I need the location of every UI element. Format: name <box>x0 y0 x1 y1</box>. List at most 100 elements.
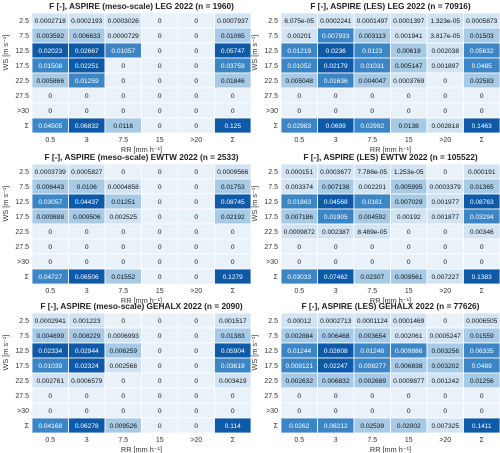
cell-value-label: 0 <box>158 18 162 25</box>
cell-value-label: 0.0138 <box>399 123 420 130</box>
heatmap-panel: F [-], ASPIRE (meso-scale) EWTW 2022 (n … <box>1 152 252 305</box>
cell-value-label: 0.007227 <box>431 274 459 281</box>
cell-value-label: 0.0003769 <box>393 78 425 85</box>
panel-title: F [-], ASPIRE (LES) LEG 2022 (n = 70916) <box>310 1 471 11</box>
cell-value-label: 0.01251 <box>111 199 135 206</box>
cell-value-label: 0 <box>443 408 447 415</box>
cell-value-label: 0.006468 <box>322 333 350 340</box>
cell-value-label: 0.004592 <box>358 214 386 221</box>
cell-value-label: 0 <box>370 93 374 100</box>
cell-value-label: 0.01219 <box>287 48 311 55</box>
cell-value-label: 0.001223 <box>73 318 101 325</box>
cell-value-label: 0 <box>121 259 125 266</box>
cell-value-label: 0.0003379 <box>430 184 462 191</box>
cell-value-label: 0.01259 <box>75 78 99 85</box>
x-tick-label: 15 <box>156 137 164 144</box>
cell-value-label: 0.114 <box>225 423 241 430</box>
cell-value-label: 0.001941 <box>395 33 423 40</box>
cell-value-label: 0.08763 <box>470 199 494 206</box>
cell-value-label: 0 <box>194 393 198 400</box>
cell-value-label: 0 <box>231 259 235 266</box>
cell-value-label: 0 <box>85 229 89 236</box>
cell-value-label: 0.0001124 <box>357 318 388 325</box>
y-tick-label: 12.5 <box>15 199 29 206</box>
cell-value-label: 0 <box>407 408 411 415</box>
x-tick-label: 7.5 <box>367 137 377 144</box>
cell-value-label: 0.08745 <box>221 199 245 206</box>
y-tick-label: 2.5 <box>268 318 278 325</box>
cell-value-label: 0.003256 <box>431 348 459 355</box>
y-tick-label: 17.5 <box>15 214 29 221</box>
cell-value-label: 0.02608 <box>324 348 348 355</box>
x-tick-label: 0.5 <box>294 137 304 144</box>
x-tick-label: 15 <box>405 288 413 295</box>
cell-value-label: 0.009526 <box>109 423 137 430</box>
cell-value-label: 0.00346 <box>470 229 494 236</box>
cell-value-label: 0.01846 <box>221 78 245 85</box>
cell-value-label: 0 <box>85 408 89 415</box>
y-tick-label: >30 <box>17 259 29 266</box>
y-tick-label: 12.5 <box>15 348 29 355</box>
cell-value-label: 0 <box>297 244 301 251</box>
cell-value-label: 0 <box>334 408 338 415</box>
x-tick-label: Σ <box>231 437 236 444</box>
y-axis-label: WS [m s⁻¹] <box>250 186 259 222</box>
y-tick-label: >30 <box>266 259 278 266</box>
cell-value-label: 0 <box>158 378 162 385</box>
cell-value-label: 0.0002941 <box>35 318 67 325</box>
x-tick-label: >20 <box>439 288 451 295</box>
cell-value-label: 0.003592 <box>36 33 64 40</box>
cell-value-label: 0 <box>194 184 198 191</box>
x-tick-label: 0.5 <box>294 288 304 295</box>
cell-value-label: 6.075e-05 <box>284 18 314 25</box>
cell-value-label: 0 <box>48 259 52 266</box>
y-tick-label: 27.5 <box>15 393 29 400</box>
cell-value-label: 0.0106 <box>77 184 98 191</box>
cell-value-label: 0 <box>158 274 162 281</box>
cell-value-label: 0 <box>158 169 162 176</box>
cell-value-label: 0.06506 <box>75 274 99 281</box>
y-tick-label: 17.5 <box>264 363 278 370</box>
x-tick-label: 7.5 <box>367 437 377 444</box>
heatmap-panel: F [-], ASPIRE (meso-scale) GEHALX 2022 (… <box>1 301 252 453</box>
cell-value-label: 0 <box>121 63 125 70</box>
cell-value-label: 0 <box>231 229 235 236</box>
cell-value-label: 0 <box>158 244 162 251</box>
y-tick-label: 2.5 <box>268 18 278 25</box>
cell-value-label: 0.01248 <box>360 348 384 355</box>
cell-value-label: 0 <box>194 378 198 385</box>
cell-value-label: 0 <box>407 393 411 400</box>
x-axis-label: RR [mm h⁻¹] <box>370 445 411 453</box>
cell-value-label: 0 <box>407 108 411 115</box>
cell-value-label: 1.323e-05 <box>430 18 460 25</box>
x-tick-label: >20 <box>190 437 202 444</box>
heatmap-panel: F [-], ASPIRE (LES) LEG 2022 (n = 70916)… <box>250 1 500 154</box>
x-tick-label: 15 <box>405 137 413 144</box>
cell-value-label: 0.006633 <box>73 33 101 40</box>
y-tick-label: 22.5 <box>15 229 29 236</box>
cell-value-label: 0.006838 <box>395 363 423 370</box>
y-tick-label: Σ <box>274 274 279 281</box>
cell-value-label: 0 <box>158 318 162 325</box>
cell-value-label: 0 <box>194 169 198 176</box>
y-tick-label: 2.5 <box>19 18 29 25</box>
cell-value-label: 0 <box>231 244 235 251</box>
cell-value-label: 0.002689 <box>358 378 386 385</box>
cell-value-label: 0.002525 <box>109 214 137 221</box>
cell-value-label: 0.03057 <box>38 199 62 206</box>
x-axis-label: RR [mm h⁻¹] <box>121 145 162 154</box>
cell-value-label: 0 <box>158 348 162 355</box>
cell-value-label: 0 <box>194 63 198 70</box>
x-tick-label: 3 <box>85 437 89 444</box>
cell-value-label: 0.003654 <box>358 333 386 340</box>
cell-value-label: 0.04168 <box>38 423 62 430</box>
cell-value-label: 0.005866 <box>36 78 64 85</box>
cell-value-label: 0.002061 <box>395 333 423 340</box>
y-tick-label: 22.5 <box>264 78 278 85</box>
cell-value-label: 0 <box>443 78 447 85</box>
cell-value-label: 7.788e-05 <box>357 169 387 176</box>
cell-value-label: 0.0001397 <box>393 18 425 25</box>
cell-value-label: 0.007325 <box>431 423 459 430</box>
y-tick-label: 22.5 <box>15 78 29 85</box>
